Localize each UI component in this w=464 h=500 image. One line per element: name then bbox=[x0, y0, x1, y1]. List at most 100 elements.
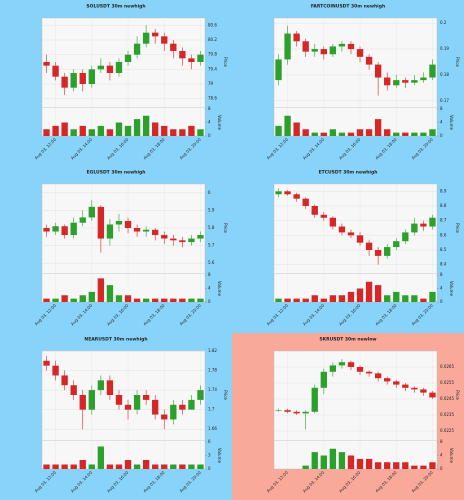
y-tick-label: 8.9 bbox=[440, 188, 447, 193]
y-tick-label: 5.6 bbox=[208, 260, 215, 265]
y-tick-label: 0.19 bbox=[440, 46, 449, 51]
volume-bar bbox=[275, 298, 282, 302]
y-tick-label: 78.6 bbox=[208, 96, 217, 101]
volume-bar bbox=[329, 129, 337, 136]
y-tick-label: 0.0265 bbox=[440, 364, 454, 369]
volume-bar bbox=[320, 298, 327, 302]
candle-body bbox=[179, 404, 186, 410]
candle-body bbox=[420, 389, 427, 393]
volume-tick-label: 0 bbox=[440, 466, 443, 471]
candle-body bbox=[311, 206, 318, 215]
volume-bar bbox=[161, 298, 168, 302]
candle-body bbox=[161, 36, 168, 44]
volume-tick-label: 0 bbox=[208, 466, 211, 471]
volume-bar bbox=[329, 448, 337, 469]
volume-axis-label: Volume bbox=[217, 281, 222, 296]
volume-bar bbox=[402, 132, 409, 136]
volume-bar bbox=[70, 129, 77, 136]
candle-body bbox=[133, 395, 141, 410]
volume-bar bbox=[347, 132, 355, 136]
candle-body bbox=[52, 65, 59, 77]
candle-body bbox=[393, 80, 400, 86]
candle-body bbox=[374, 373, 382, 379]
volume-axis-label: Volume bbox=[449, 281, 454, 296]
candle-body bbox=[293, 411, 300, 414]
candle-body bbox=[293, 194, 300, 199]
volume-bar bbox=[97, 125, 105, 136]
candle-body bbox=[79, 395, 86, 410]
volume-bar bbox=[161, 125, 168, 136]
candle-body bbox=[384, 247, 391, 256]
volume-bar bbox=[311, 295, 318, 302]
volume-tick-label: 6 bbox=[208, 439, 211, 444]
candle-body bbox=[79, 73, 86, 84]
candle-body bbox=[170, 404, 177, 420]
volume-bar bbox=[133, 464, 141, 469]
volume-bar bbox=[124, 460, 132, 469]
volume-bar bbox=[188, 125, 195, 136]
candle-body bbox=[411, 80, 418, 83]
candle-body bbox=[275, 410, 282, 411]
volume-bar bbox=[79, 460, 86, 469]
candle-body bbox=[115, 395, 123, 405]
candle-body bbox=[97, 380, 105, 391]
y-tick-label: 6 bbox=[208, 190, 211, 195]
candle-body bbox=[347, 232, 355, 236]
candle-body bbox=[429, 64, 436, 78]
candle-body bbox=[142, 229, 150, 232]
volume-bar bbox=[356, 288, 364, 302]
y-tick-label: 5.9 bbox=[208, 207, 215, 212]
candle-body bbox=[161, 414, 168, 420]
volume-tick-label: 4 bbox=[208, 286, 211, 291]
y-axis-label: Price bbox=[223, 223, 228, 233]
candle-body bbox=[88, 390, 95, 410]
chart-title: EGLUSDT 30m newhigh bbox=[87, 170, 146, 176]
volume-tick-label: 8 bbox=[440, 272, 443, 277]
candle-body bbox=[115, 62, 123, 73]
volume-bar bbox=[347, 455, 355, 469]
y-tick-label: 8.8 bbox=[440, 203, 447, 208]
volume-bar bbox=[179, 129, 186, 136]
candle-body bbox=[329, 365, 337, 372]
volume-bar bbox=[293, 122, 300, 136]
volume-bar bbox=[384, 129, 391, 136]
y-tick-label: 1.78 bbox=[208, 368, 217, 373]
volume-bar bbox=[170, 129, 177, 136]
volume-bar bbox=[70, 464, 77, 469]
candle-body bbox=[320, 214, 327, 218]
volume-bar bbox=[356, 458, 364, 469]
candle-body bbox=[393, 381, 400, 385]
candle-body bbox=[179, 51, 186, 59]
volume-bar bbox=[61, 122, 68, 136]
y-tick-label: 1.82 bbox=[208, 348, 217, 353]
volume-bar bbox=[43, 298, 50, 302]
volume-bar bbox=[420, 132, 427, 136]
candle-body bbox=[429, 392, 436, 398]
candle-body bbox=[374, 64, 382, 78]
volume-bar bbox=[374, 119, 382, 136]
candle-body bbox=[420, 77, 427, 81]
volume-bar bbox=[429, 291, 436, 302]
y-tick-label: 0.18 bbox=[440, 72, 449, 77]
volume-axis-label: Volume bbox=[217, 115, 222, 130]
candle-body bbox=[61, 226, 68, 236]
volume-bar bbox=[88, 129, 95, 136]
volume-bar bbox=[106, 129, 114, 136]
volume-bar bbox=[142, 460, 150, 469]
candle-body bbox=[197, 235, 204, 239]
plot-area bbox=[41, 183, 206, 303]
candle-body bbox=[338, 226, 346, 233]
volume-bar bbox=[284, 298, 291, 302]
volume-bar bbox=[320, 132, 327, 136]
candle-body bbox=[411, 387, 418, 390]
candle-body bbox=[320, 371, 327, 388]
volume-bar bbox=[115, 464, 123, 469]
candle-body bbox=[152, 399, 159, 415]
volume-bar bbox=[411, 132, 418, 136]
volume-bar bbox=[302, 129, 309, 136]
volume-bar bbox=[170, 464, 177, 469]
volume-tick-label: 8 bbox=[208, 106, 211, 111]
volume-bar bbox=[70, 298, 77, 302]
candle-body bbox=[179, 240, 186, 243]
volume-bar bbox=[374, 462, 382, 469]
